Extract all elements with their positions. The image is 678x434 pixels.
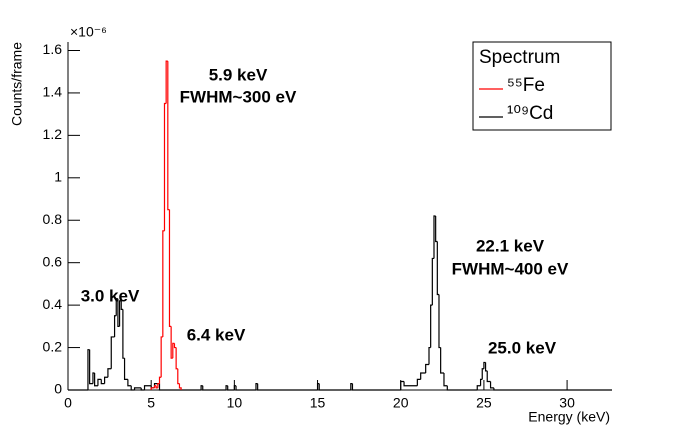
histogram-bin <box>403 381 418 387</box>
histogram-bin <box>158 383 202 391</box>
histogram-bin <box>233 385 237 390</box>
y-tick-label: 0.2 <box>43 338 63 354</box>
histogram-bin <box>425 363 430 374</box>
x-tick-label: 15 <box>310 395 326 411</box>
x-axis-title: Energy (keV) <box>528 409 610 425</box>
histogram-bin <box>168 209 172 327</box>
histogram-bin <box>122 309 125 359</box>
histogram-bin <box>351 383 401 391</box>
histogram-bin <box>435 216 438 243</box>
histogram-bin <box>143 385 152 390</box>
histogram-bin <box>438 294 441 349</box>
histogram-bin <box>436 241 439 296</box>
histogram-bin <box>481 368 484 380</box>
legend-title: Spectrum <box>479 47 560 68</box>
histogram-bin <box>227 385 235 391</box>
x-tick-label: 20 <box>393 395 409 411</box>
histogram-bin <box>130 385 135 391</box>
histogram-bin <box>318 383 351 391</box>
histogram-bin <box>97 378 102 386</box>
histogram-bin <box>118 300 122 327</box>
histogram-bin <box>100 379 105 385</box>
histogram-bin <box>94 373 98 387</box>
histogram-bin <box>170 326 173 359</box>
y-tick-label: 0 <box>54 381 62 397</box>
histogram-bin <box>486 370 491 383</box>
histogram-bin <box>160 336 163 378</box>
annotation: 3.0 keV <box>81 286 140 305</box>
histogram-bin <box>115 298 118 316</box>
histogram-bin <box>140 387 145 391</box>
histogram-bin <box>484 362 488 372</box>
annotation: FWHM~300 eV <box>180 87 297 106</box>
y-tick-label: 1.4 <box>43 84 63 100</box>
histogram-bin <box>153 385 157 388</box>
histogram-bin <box>172 342 175 359</box>
histogram-bin <box>175 347 178 370</box>
histogram-bin <box>316 383 320 390</box>
y-tick-label: 1 <box>54 169 62 185</box>
legend-label: ¹⁰⁹Cd <box>507 103 553 124</box>
legend-box <box>472 41 612 131</box>
histogram-bin <box>430 304 433 348</box>
histogram-bin <box>479 378 483 386</box>
histogram-bin <box>92 372 95 384</box>
x-tick-label: 10 <box>227 395 243 411</box>
histogram-bin <box>178 383 182 390</box>
y-tick-label: 0.6 <box>43 253 63 269</box>
histogram-bin <box>440 347 444 374</box>
histogram-bin <box>443 373 448 387</box>
histogram-bin <box>257 383 318 391</box>
x-tick-label: 5 <box>147 395 155 411</box>
y-exponent: ×10⁻⁶ <box>70 24 107 40</box>
histogram-bin <box>428 346 431 365</box>
annotation: FWHM~400 eV <box>452 259 569 278</box>
histogram-bin <box>400 380 405 390</box>
histogram-bin <box>416 378 421 386</box>
histogram-bin <box>158 376 162 384</box>
histogram-bin <box>127 379 132 387</box>
histogram-bin <box>255 383 258 390</box>
x-tick-label: 25 <box>476 395 492 411</box>
histogram-bin <box>113 315 117 337</box>
annotation: 5.9 keV <box>209 65 268 84</box>
annotation: 6.4 keV <box>187 325 246 344</box>
histogram-bin <box>107 368 112 378</box>
histogram-bin <box>177 368 180 385</box>
annotation: 22.1 keV <box>476 236 545 255</box>
annotation: 25.0 keV <box>488 338 557 357</box>
histogram-bin <box>350 383 353 390</box>
y-tick-label: 1.2 <box>43 126 63 142</box>
histogram-bin <box>103 376 108 384</box>
histogram-bin <box>89 349 93 385</box>
histogram-bin <box>476 385 481 390</box>
x-tick-label: 0 <box>64 395 72 411</box>
legend-label: ⁵⁵Fe <box>507 75 545 96</box>
histogram-bin <box>173 343 177 349</box>
y-tick-label: 1.6 <box>43 41 63 57</box>
histogram-bin <box>110 336 115 369</box>
histogram-bin <box>489 381 494 389</box>
histogram-bin <box>167 61 170 211</box>
histogram-bin <box>123 358 128 380</box>
y-tick-label: 0.4 <box>43 296 63 312</box>
histogram-bin <box>133 387 142 390</box>
histogram-bin <box>163 102 167 231</box>
y-axis-title: Counts/frame <box>9 42 25 126</box>
x-tick-label: 30 <box>559 395 575 411</box>
histogram-bin <box>202 385 227 391</box>
histogram-bin <box>493 387 612 391</box>
y-tick-label: 0.8 <box>43 211 63 227</box>
histogram-bin <box>162 230 165 337</box>
histogram-bin <box>446 385 478 391</box>
histogram-bin <box>431 257 434 306</box>
histogram-bin <box>225 385 228 390</box>
histogram-bin <box>150 387 153 390</box>
histogram-bin <box>420 372 426 380</box>
histogram-bin <box>200 385 203 390</box>
histogram-bin <box>235 385 256 391</box>
